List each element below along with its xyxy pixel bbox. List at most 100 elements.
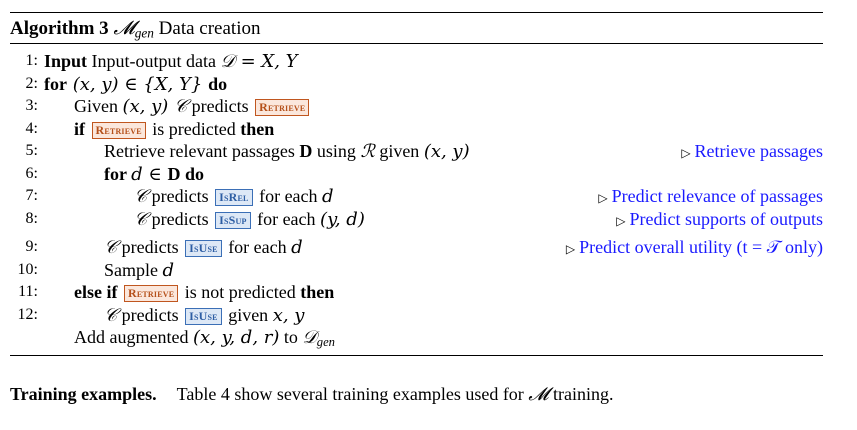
- math-expression: (x, y): [423, 141, 470, 162]
- reflection-token: IsUse: [185, 307, 222, 325]
- algorithm-line: 4: if Retrieve is predicted then: [10, 118, 823, 141]
- line-number: 10:: [17, 260, 38, 278]
- line-comment: ▷ Retrieve passages: [681, 140, 823, 165]
- line-code: 𝒞 predicts IsUse given x, y: [104, 304, 304, 328]
- line-text: is predicted: [147, 118, 241, 139]
- line-number: 2:: [25, 74, 38, 92]
- math-expression: (x, y, d, r): [192, 327, 280, 348]
- keyword: D: [167, 163, 181, 184]
- line-number: 6:: [25, 164, 38, 182]
- line-number: 12:: [17, 305, 38, 323]
- algorithm-line: 12: 𝒞 predicts IsUse given x, y: [10, 304, 823, 327]
- line-code: 𝒞 predicts IsSup for each (y, d): [134, 208, 365, 232]
- math-expression: ℛ: [360, 141, 375, 162]
- line-number: 4:: [25, 119, 38, 137]
- algorithm-line: 3: Given (x, y) 𝒞 predicts Retrieve: [10, 95, 823, 118]
- line-text: predicts: [147, 186, 214, 206]
- algorithm-line: 8: 𝒞 predicts IsSup for each (y, d) ▷ Predi…: [10, 208, 823, 231]
- comment-triangle-icon: ▷: [598, 191, 608, 205]
- line-text: predicts: [117, 237, 184, 257]
- comment-text: Predict overall utility (t = 𝒯 only): [579, 237, 823, 257]
- line-text: to: [279, 327, 303, 347]
- algorithm-line: 5: Retrieve relevant passages D using ℛ g…: [10, 140, 823, 163]
- retrieve-token: Retrieve: [91, 121, 146, 139]
- algorithm-label: Algorithm 3: [10, 18, 109, 39]
- math-expression: 𝒞: [104, 237, 118, 258]
- math-expression: d: [162, 259, 175, 281]
- paragraph-heading: Training examples.: [10, 384, 157, 404]
- math-expression: x, y: [272, 304, 305, 326]
- math-expression: 𝒞: [134, 186, 148, 207]
- line-number: 7:: [25, 187, 38, 204]
- line-text: given: [223, 304, 273, 325]
- math-expression: d: [322, 186, 334, 207]
- training-examples-paragraph: Training examples. Table 4 show several t…: [10, 384, 613, 405]
- line-number: 5:: [25, 142, 38, 159]
- line-comment: ▷ Predict overall utility (t = 𝒯 only): [566, 236, 823, 261]
- reflection-token: IsUse: [185, 240, 222, 257]
- line-text: predicts: [147, 208, 214, 229]
- line-text: using: [312, 141, 361, 161]
- retrieve-token: Retrieve: [255, 99, 310, 116]
- line-comment: ▷ Predict relevance of passages: [598, 185, 823, 210]
- math-expression: d: [291, 237, 303, 258]
- paragraph-text-after: training.: [548, 384, 614, 404]
- paragraph-text-before: Table 4 show several training examples u…: [176, 384, 529, 404]
- reflection-token: IsRel: [215, 189, 253, 206]
- keyword: for: [104, 163, 132, 184]
- line-text: for each: [223, 237, 292, 257]
- algorithm-line: 10: Sample d: [10, 259, 823, 282]
- bottom-rule: [10, 354, 823, 356]
- line-number: 1:: [25, 52, 38, 69]
- comment-text: Predict supports of outputs: [629, 208, 824, 229]
- math-subscript: gen: [316, 335, 335, 350]
- comment-triangle-icon: ▷: [565, 242, 576, 256]
- line-code: for (x, y) ∈ {X, Y} do: [44, 73, 227, 97]
- line-text: Input-output data: [87, 51, 221, 71]
- reflection-token: IsSup: [215, 211, 251, 229]
- math-expression: d ∈: [131, 163, 168, 185]
- algorithm-title-text: Data creation: [158, 18, 261, 39]
- comment-text: Retrieve passages: [694, 141, 823, 161]
- line-code: Add augmented (x, y, d, r) to 𝒟gen: [74, 326, 335, 354]
- math-expression: 𝒞: [104, 304, 118, 326]
- line-code: Given (x, y) 𝒞 predicts Retrieve: [74, 95, 311, 119]
- algorithm-line: 1: Input Input-output data 𝒟 = X, Y: [10, 50, 823, 73]
- line-code: for d ∈ D do: [104, 163, 204, 187]
- keyword: if: [74, 118, 90, 139]
- line-text: Given: [74, 96, 123, 116]
- line-code: Input Input-output data 𝒟 = X, Y: [44, 50, 298, 74]
- algorithm-line: 9: 𝒞 predicts IsUse for each d ▷ Predict ov…: [10, 236, 823, 259]
- line-text: for each: [254, 186, 323, 206]
- model-subscript: gen: [134, 25, 154, 41]
- comment-triangle-icon: ▷: [616, 213, 626, 228]
- math-expression: (y, d): [320, 208, 365, 230]
- keyword: Input: [44, 51, 88, 71]
- line-text: predicts: [117, 304, 184, 325]
- line-code: else if Retrieve is not predicted then: [74, 281, 334, 304]
- keyword: for: [44, 73, 67, 94]
- model-symbol: 𝓜: [113, 17, 135, 39]
- line-number: 11:: [18, 283, 38, 300]
- keyword: D: [299, 141, 313, 161]
- algorithm-line: 6: for d ∈ D do: [10, 163, 823, 186]
- comment-text: Predict relevance of passages: [611, 186, 823, 206]
- line-text: Retrieve relevant passages: [104, 141, 300, 161]
- algorithm-line: 11: else if Retrieve is not predicted the…: [10, 281, 823, 304]
- retrieve-token: Retrieve: [123, 285, 179, 302]
- algorithm-line: 2: for (x, y) ∈ {X, Y} do: [10, 73, 823, 96]
- line-code: Retrieve relevant passages D using ℛ giv…: [104, 140, 470, 164]
- keyword: then: [300, 282, 335, 302]
- algorithm-title: Algorithm 3 𝓜gen Data creation: [10, 13, 823, 43]
- algorithm-line: 7: 𝒞 predicts IsRel for each d ▷ Predict re…: [10, 185, 823, 208]
- line-number: 8:: [25, 209, 38, 227]
- keyword: do: [180, 163, 204, 184]
- math-expression: 𝒟: [302, 327, 317, 348]
- math-expression: 𝒞: [134, 208, 148, 230]
- keyword: do: [208, 73, 228, 94]
- algorithm-line: Add augmented (x, y, d, r) to 𝒟gen: [10, 326, 823, 349]
- keyword: else if: [74, 282, 122, 302]
- line-text: predicts: [187, 96, 254, 116]
- line-text: is not predicted: [180, 282, 301, 302]
- line-text: given: [374, 141, 424, 161]
